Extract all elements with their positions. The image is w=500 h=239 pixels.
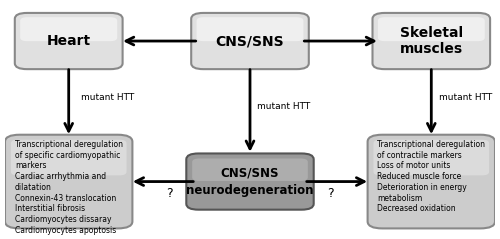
FancyBboxPatch shape — [368, 135, 495, 228]
FancyBboxPatch shape — [5, 135, 132, 228]
Text: ?: ? — [166, 187, 172, 200]
FancyBboxPatch shape — [196, 17, 304, 41]
FancyBboxPatch shape — [186, 153, 314, 210]
Text: mutant HTT: mutant HTT — [81, 93, 134, 102]
Text: ?: ? — [328, 187, 334, 200]
Text: CNS/SNS: CNS/SNS — [216, 34, 284, 48]
Text: CNS/SNS
neurodegeneration: CNS/SNS neurodegeneration — [186, 167, 314, 196]
FancyBboxPatch shape — [20, 17, 117, 41]
Text: Heart: Heart — [46, 34, 91, 48]
FancyBboxPatch shape — [374, 140, 489, 175]
Text: Skeletal
muscles: Skeletal muscles — [400, 26, 463, 56]
FancyBboxPatch shape — [11, 140, 126, 175]
Text: Transcriptional deregulation
of contractile markers
Loss of motor units
Reduced : Transcriptional deregulation of contract… — [378, 140, 486, 213]
FancyBboxPatch shape — [372, 13, 490, 69]
FancyBboxPatch shape — [15, 13, 122, 69]
Text: mutant HTT: mutant HTT — [258, 102, 310, 110]
FancyBboxPatch shape — [378, 17, 484, 41]
Text: mutant HTT: mutant HTT — [438, 93, 492, 102]
FancyBboxPatch shape — [191, 13, 309, 69]
FancyBboxPatch shape — [192, 158, 308, 181]
Text: Transcriptional deregulation
of specific cardiomyopathic
markers
Cardiac arrhyth: Transcriptional deregulation of specific… — [15, 140, 123, 235]
